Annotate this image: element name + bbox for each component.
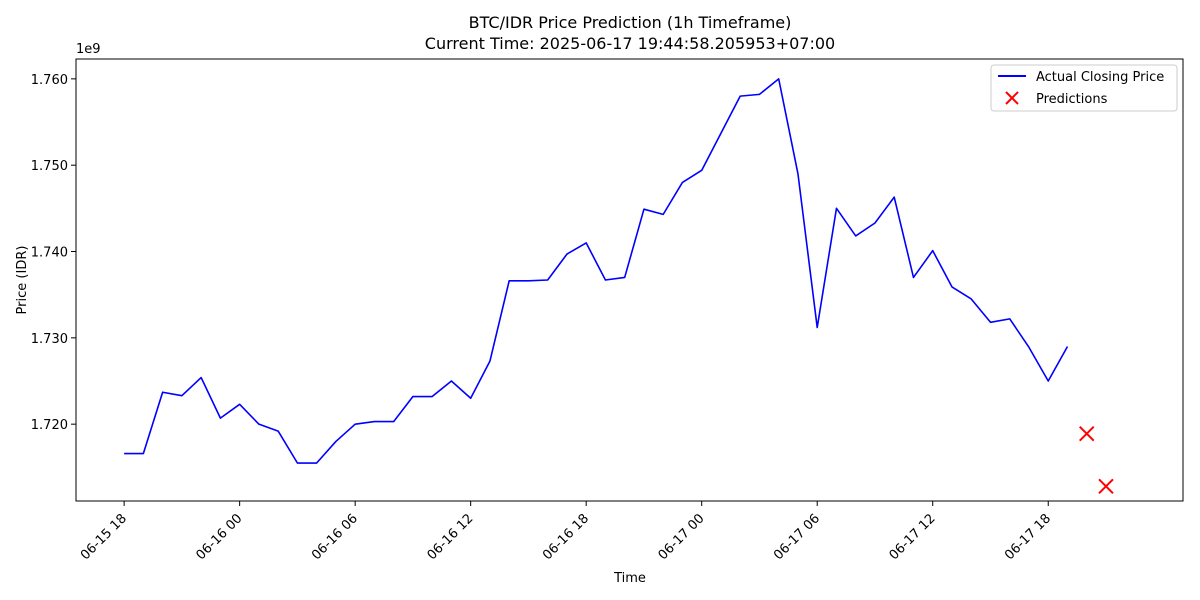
legend-box <box>990 64 1178 112</box>
legend-marker-prediction <box>1005 91 1019 105</box>
y-axis-label: Price (IDR) <box>15 246 30 315</box>
y-tick-label: 1.730 <box>31 332 68 347</box>
plot-area <box>76 59 1183 501</box>
y-tick-label: 1.760 <box>31 73 68 88</box>
x-axis-ticks: 06-15 18 06-16 00 06-16 06 06-16 12 06-16 18… <box>78 501 1054 563</box>
legend-label-actual: Actual Closing Price <box>1036 70 1164 85</box>
chart-subtitle: Current Time: 2025-06-17 19:44:58.205953… <box>425 34 835 53</box>
x-tick-label: 06-16 06 <box>309 511 361 563</box>
x-tick-label: 06-16 00 <box>194 511 246 563</box>
x-tick-label: 06-15 18 <box>78 511 130 563</box>
prediction-point <box>1079 425 1095 442</box>
y-offset-label: 1e9 <box>76 42 101 57</box>
legend-label-predictions: Predictions <box>1036 92 1108 107</box>
x-axis-label: Time <box>613 571 646 586</box>
y-tick-label: 1.740 <box>31 246 68 261</box>
x-tick-label: 06-16 18 <box>540 511 592 563</box>
chart-title: BTC/IDR Price Prediction (1h Timeframe) <box>469 13 792 32</box>
y-tick-label: 1.750 <box>31 159 68 174</box>
x-tick-label: 06-17 06 <box>771 511 823 563</box>
prediction-point <box>1098 478 1114 495</box>
x-tick-label: 06-17 00 <box>656 511 708 563</box>
series-layer <box>124 78 1114 495</box>
x-tick-label: 06-17 12 <box>887 511 939 563</box>
x-tick-label: 06-16 12 <box>425 511 477 563</box>
y-axis-ticks: 1.720 1.730 1.740 1.750 1.760 <box>31 73 76 433</box>
x-tick-label: 06-17 18 <box>1002 511 1054 563</box>
legend: Actual Closing Price Predictions <box>990 64 1178 112</box>
y-tick-label: 1.720 <box>31 418 68 433</box>
plot-frame <box>75 58 1184 502</box>
series-line-actual-closing-price <box>124 78 1069 464</box>
